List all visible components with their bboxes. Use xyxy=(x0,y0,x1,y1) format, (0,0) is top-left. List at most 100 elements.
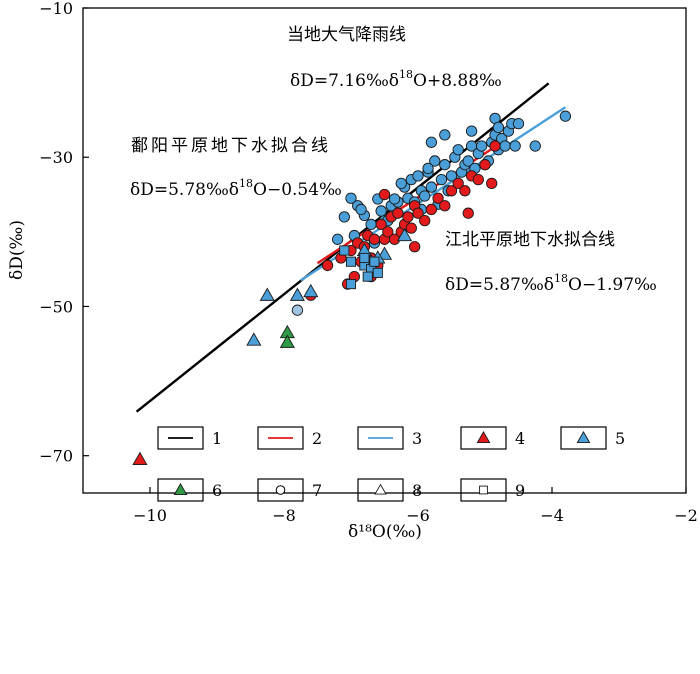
blue-circles-point xyxy=(425,181,438,193)
data-points xyxy=(132,110,572,465)
blue-circles-point xyxy=(345,192,357,204)
blue-squares-point xyxy=(339,245,350,256)
blue-triangles-point xyxy=(397,227,413,242)
blue-squares-point xyxy=(345,279,357,290)
x-tick-label: −2 xyxy=(674,506,698,525)
legend-open-triangle xyxy=(374,483,387,495)
gmwl-eq-a: δD=7.16‰δ xyxy=(290,71,399,91)
legend-box-4 xyxy=(460,426,507,450)
legend-label-8: 8 xyxy=(412,481,422,500)
poyang-eq-a: δD=5.78‰δ xyxy=(130,180,239,200)
legend-box-9 xyxy=(460,478,507,502)
red-circles-point xyxy=(462,207,474,219)
red-circles-point xyxy=(405,222,417,234)
legend-label-9: 9 xyxy=(515,481,525,500)
blue-circles-point xyxy=(462,155,474,167)
blue-circles-point xyxy=(412,170,424,182)
red-circles-point xyxy=(472,173,484,186)
blue-squares-point xyxy=(372,267,383,278)
poyang-eq-sup: 18 xyxy=(239,177,253,190)
red-circles-point xyxy=(489,140,501,152)
poyang-fit-equation: δD=5.78‰δ18O−0.54‰ xyxy=(130,177,342,200)
x-axis-label: δ¹⁸O(‰) xyxy=(348,522,422,542)
x-tick-label: −4 xyxy=(540,506,564,525)
legend-label-3: 3 xyxy=(412,429,422,448)
blue-circles-point xyxy=(465,125,478,137)
blue-circles-point xyxy=(492,121,505,134)
blue-circles-point xyxy=(512,118,525,130)
legend-box-3 xyxy=(357,426,404,450)
blue-circles-point xyxy=(509,140,521,152)
legend-open-circle xyxy=(275,485,286,495)
y-tick-label: −70 xyxy=(39,447,73,466)
blue-circles-point xyxy=(425,136,438,148)
legend-box-5 xyxy=(560,426,607,450)
blue-circles-point xyxy=(422,162,434,175)
blue-circles-point xyxy=(475,140,488,152)
blue-circles-point xyxy=(499,140,511,152)
red-circles-point xyxy=(382,226,394,238)
gmwl-eq-sup: 18 xyxy=(399,68,413,81)
red-triangles-point xyxy=(132,451,148,465)
blue-squares-point xyxy=(345,256,357,267)
blue-triangles-point xyxy=(303,283,319,298)
green-triangles-point xyxy=(279,334,295,348)
red-circles-point xyxy=(459,185,471,197)
legend-label-1: 1 xyxy=(212,429,222,448)
y-tick-label: −30 xyxy=(39,148,73,167)
blue-circles-point xyxy=(331,233,344,245)
blue-triangles-point xyxy=(289,287,305,301)
blue-squares-point xyxy=(359,252,370,264)
blue-circles-point xyxy=(355,203,367,216)
legend-box-1 xyxy=(157,426,204,450)
legend-label-4: 4 xyxy=(515,429,525,448)
red-circles-point xyxy=(375,218,387,231)
legend-box-2 xyxy=(257,426,304,450)
grey-circles-point xyxy=(291,304,304,316)
gmwl-eq-b: O+8.88‰ xyxy=(413,71,502,91)
red-circles-point xyxy=(486,177,498,189)
red-circles-point xyxy=(452,177,464,189)
legend-triangle-4 xyxy=(476,430,491,444)
legend-label-6: 6 xyxy=(212,481,222,500)
red-circles-point xyxy=(368,233,381,245)
blue-circles-point xyxy=(445,170,458,182)
gmwl-title: 当地大气降雨线 xyxy=(287,25,406,45)
legend-open-square xyxy=(479,485,488,495)
red-circles-point xyxy=(419,215,431,227)
blue-circles-point xyxy=(439,129,451,141)
legend-box-7 xyxy=(257,478,304,502)
legend-box-8 xyxy=(357,478,404,502)
red-circles-point xyxy=(392,207,404,219)
red-circles-point xyxy=(402,211,414,223)
blue-circles-point xyxy=(338,211,350,223)
blue-circles-point xyxy=(419,190,431,202)
blue-squares-point xyxy=(362,271,373,282)
legend: 1 2 3 4 5 6 7 8 9 xyxy=(157,426,625,502)
legend-label-7: 7 xyxy=(312,481,322,500)
legend-label-2: 2 xyxy=(312,429,322,448)
blue-circles-point xyxy=(529,140,541,152)
red-circles-point xyxy=(445,185,458,197)
legend-triangle-6 xyxy=(173,482,188,496)
axis-ticks: −10 −8 −6 −4 −2 −10 −30 −50 −70 xyxy=(39,0,698,525)
poyang-eq-b: O−0.54‰ xyxy=(253,180,342,200)
poyang-fit-title: 鄱阳平原地下水拟合线 xyxy=(131,136,331,156)
legend-box-6 xyxy=(157,478,204,502)
red-circles-point xyxy=(412,207,424,219)
legend-label-5: 5 xyxy=(615,429,625,448)
legend-triangle-5 xyxy=(576,430,591,444)
x-tick-label: −10 xyxy=(133,506,167,525)
red-circles-point xyxy=(378,188,391,201)
blue-circles-point xyxy=(395,177,407,189)
jiangbei-eq-b: O−1.97‰ xyxy=(568,275,657,295)
blue-circles-point xyxy=(388,193,401,205)
blue-triangles-point xyxy=(259,287,275,301)
blue-circles-point xyxy=(429,155,441,167)
blue-circles-point xyxy=(365,218,377,231)
blue-circles-point xyxy=(452,144,464,156)
gmwl-equation: δD=7.16‰δ18O+8.88‰ xyxy=(290,68,502,91)
blue-circles-point xyxy=(435,173,448,186)
jiangbei-fit-equation: δD=5.87‰δ18O−1.97‰ xyxy=(445,272,657,295)
